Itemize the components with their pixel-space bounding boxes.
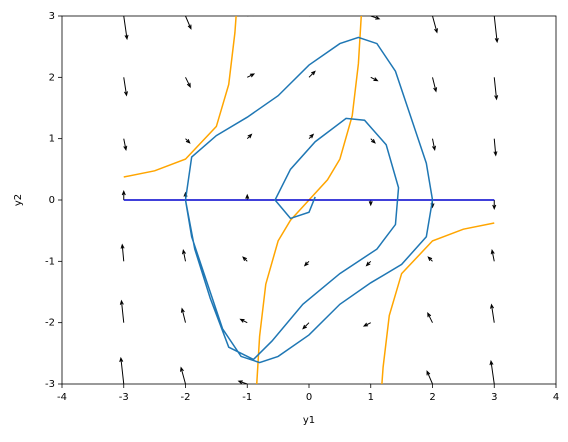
y-tick-label: -1 [45,256,55,267]
x-tick-label: 4 [553,392,559,403]
quiver-arrow [247,16,254,17]
x-tick-label: -3 [119,392,129,403]
series-line [381,222,495,384]
y-tick-label: 2 [49,72,55,83]
quiver-arrow [123,16,129,41]
quiver-arrow [362,322,371,327]
quiver-arrow [490,249,495,262]
quiver-arrow [308,383,309,384]
quiver-arrow [185,16,192,30]
quiver-arrow [302,322,310,330]
y-tick-label: -3 [45,379,55,390]
quiver-arrow [123,138,128,151]
x-tick-label: 0 [306,392,312,403]
quiver-arrow [309,16,310,17]
quiver-arrow [490,303,495,323]
quiver-arrow [247,73,256,78]
y-tick-label: 1 [49,134,55,145]
series-line [123,16,237,178]
quiver-arrow [237,380,248,384]
x-tick-label: 1 [368,392,374,403]
series-line [184,36,434,364]
x-tick-label: -4 [57,392,67,403]
quiver-arrow [185,138,191,144]
quiver-arrow [242,256,248,262]
x-tick-label: 3 [491,392,497,403]
quiver-arrow [246,133,253,140]
quiver-arrow [370,76,379,82]
quiver-arrow [308,133,315,140]
quiver-arrow [239,318,248,324]
x-tick-label: -2 [181,392,191,403]
y-axis-label: y2 [13,194,24,206]
quiver-arrow [432,16,438,34]
quiver-arrow [426,370,433,384]
quiver-arrow [432,77,438,93]
quiver-arrow [308,70,316,78]
quiver-arrow [432,138,437,151]
quiver-arrow [180,366,186,384]
quiver-arrow [493,16,499,44]
quiver-arrow [245,193,250,200]
quiver-arrow [493,77,499,101]
quiver-arrow [180,307,186,323]
quiver-arrow [370,16,381,20]
plot-area [119,16,499,384]
x-tick-label: 2 [429,392,435,403]
quiver-arrow [427,312,433,323]
quiver-arrow [492,200,497,210]
quiver-arrow [181,249,186,262]
y-tick-label: -2 [45,318,55,329]
quiver-arrow [121,190,126,200]
quiver-arrow [368,200,373,207]
quiver-arrow [119,299,125,323]
quiver-arrow [489,359,495,384]
quiver-arrow [364,383,371,384]
y-tick-label: 0 [49,195,55,206]
quiver-arrow [119,356,125,384]
quiver-arrow [370,138,376,144]
x-axis-label: y1 [303,415,315,426]
quiver-arrow [185,77,191,88]
quiver-arrow [427,256,433,262]
x-tick-label: -1 [242,392,252,403]
quiver-arrow [365,260,372,267]
y-tick-label: 3 [49,11,55,22]
quiver-arrow [303,260,310,267]
quiver-arrow [120,243,125,262]
quiver-arrow [123,77,128,97]
quiver-arrow [493,138,498,157]
